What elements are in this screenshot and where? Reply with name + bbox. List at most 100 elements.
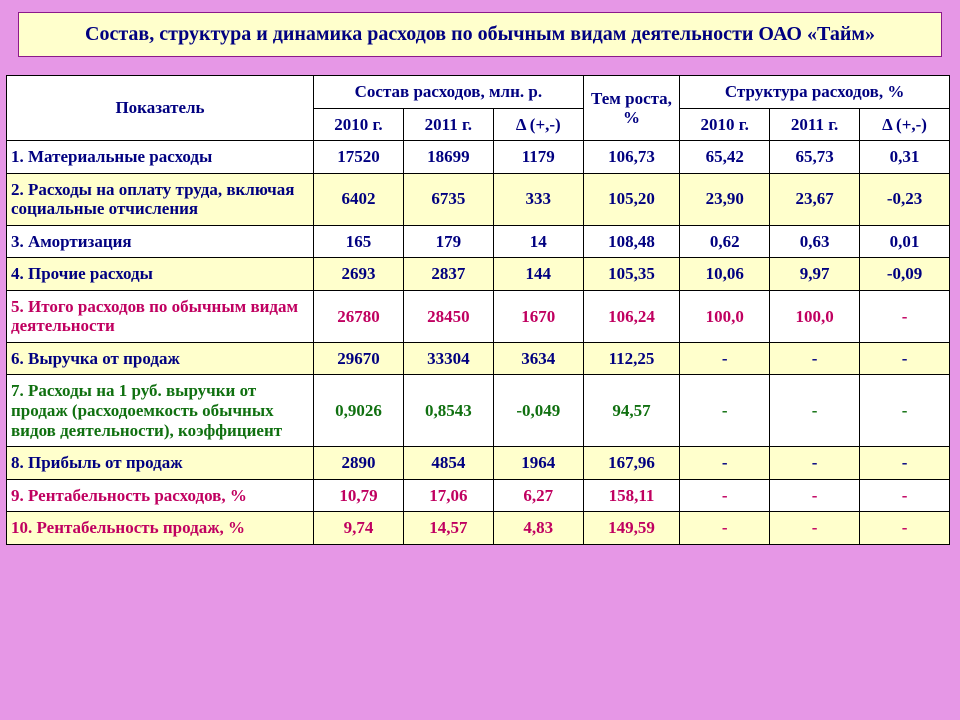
cell-comp-2011: 14,57 [403, 512, 493, 545]
col-struct-delta: Δ (+,-) [860, 108, 950, 141]
row-label: 7. Расходы на 1 руб. выручки от продаж (… [7, 375, 314, 447]
col-comp-2011: 2011 г. [403, 108, 493, 141]
table-body: 1. Материальные расходы17520186991179106… [7, 141, 950, 545]
cell-struct-2010: - [680, 375, 770, 447]
colgroup-composition: Состав расходов, млн. р. [314, 76, 584, 109]
cell-comp-2011: 0,8543 [403, 375, 493, 447]
cell-struct-2011: - [770, 479, 860, 512]
table-row: 2. Расходы на оплату труда, включая соци… [7, 173, 950, 225]
cell-struct-2010: - [680, 342, 770, 375]
cell-comp-delta: 333 [493, 173, 583, 225]
cell-growth: 106,73 [583, 141, 679, 174]
col-struct-2010: 2010 г. [680, 108, 770, 141]
cell-growth: 105,35 [583, 258, 679, 291]
cell-struct-2011: 9,97 [770, 258, 860, 291]
cell-growth: 105,20 [583, 173, 679, 225]
table-row: 8. Прибыль от продаж289048541964167,96 --… [7, 447, 950, 480]
cell-comp-2010: 165 [314, 225, 404, 258]
row-label: 6. Выручка от продаж [7, 342, 314, 375]
cell-growth: 112,25 [583, 342, 679, 375]
col-comp-delta: Δ (+,-) [493, 108, 583, 141]
cell-struct-2011: - [770, 447, 860, 480]
cell-struct-2011: 65,73 [770, 141, 860, 174]
cell-comp-2010: 6402 [314, 173, 404, 225]
cell-growth: 108,48 [583, 225, 679, 258]
cell-comp-2010: 0,9026 [314, 375, 404, 447]
table-row: 3. Амортизация16517914108,480,620,630,01 [7, 225, 950, 258]
row-label: 10. Рентабельность продаж, % [7, 512, 314, 545]
cell-struct-2010: 65,42 [680, 141, 770, 174]
col-comp-2010: 2010 г. [314, 108, 404, 141]
cell-struct-2010: 100,0 [680, 290, 770, 342]
cell-struct-2010: - [680, 512, 770, 545]
cell-comp-delta: 3634 [493, 342, 583, 375]
cell-comp-delta: 1964 [493, 447, 583, 480]
slide: Состав, структура и динамика расходов по… [0, 0, 960, 720]
cell-struct-2011: - [770, 512, 860, 545]
cell-struct-2010: 10,06 [680, 258, 770, 291]
table-row: 4. Прочие расходы26932837144105,3510,069… [7, 258, 950, 291]
cell-comp-delta: 144 [493, 258, 583, 291]
cell-comp-2010: 17520 [314, 141, 404, 174]
cell-struct-2011: - [770, 375, 860, 447]
cell-struct-2011: - [770, 342, 860, 375]
cell-comp-2011: 18699 [403, 141, 493, 174]
cell-comp-2010: 10,79 [314, 479, 404, 512]
cell-comp-2011: 33304 [403, 342, 493, 375]
row-label: 2. Расходы на оплату труда, включая соци… [7, 173, 314, 225]
cell-growth: 94,57 [583, 375, 679, 447]
cell-comp-delta: -0,049 [493, 375, 583, 447]
cell-comp-delta: 4,83 [493, 512, 583, 545]
cell-struct-delta: - [860, 342, 950, 375]
cell-comp-2011: 2837 [403, 258, 493, 291]
expenses-table: Показатель Состав расходов, млн. р. Тем … [6, 75, 950, 545]
table-header: Показатель Состав расходов, млн. р. Тем … [7, 76, 950, 141]
cell-struct-delta: 0,01 [860, 225, 950, 258]
table-row: 9. Рентабельность расходов, %10,7917,066… [7, 479, 950, 512]
cell-struct-delta: -0,23 [860, 173, 950, 225]
col-growth: Тем роста, % [583, 76, 679, 141]
table-row: 5. Итого расходов по обычным видам деяте… [7, 290, 950, 342]
cell-struct-delta: - [860, 479, 950, 512]
cell-comp-2011: 17,06 [403, 479, 493, 512]
cell-comp-2010: 9,74 [314, 512, 404, 545]
cell-comp-delta: 1179 [493, 141, 583, 174]
cell-comp-delta: 1670 [493, 290, 583, 342]
cell-growth: 167,96 [583, 447, 679, 480]
cell-growth: 106,24 [583, 290, 679, 342]
cell-comp-2011: 179 [403, 225, 493, 258]
cell-struct-delta: - [860, 447, 950, 480]
cell-struct-delta: -0,09 [860, 258, 950, 291]
cell-struct-delta: - [860, 512, 950, 545]
row-label: 8. Прибыль от продаж [7, 447, 314, 480]
row-label: 5. Итого расходов по обычным видам деяте… [7, 290, 314, 342]
cell-struct-delta: 0,31 [860, 141, 950, 174]
cell-struct-2010: 0,62 [680, 225, 770, 258]
row-label: 9. Рентабельность расходов, % [7, 479, 314, 512]
cell-growth: 149,59 [583, 512, 679, 545]
cell-comp-2011: 28450 [403, 290, 493, 342]
cell-comp-2010: 26780 [314, 290, 404, 342]
row-label: 1. Материальные расходы [7, 141, 314, 174]
col-indicator: Показатель [7, 76, 314, 141]
cell-struct-delta: - [860, 290, 950, 342]
slide-title: Состав, структура и динамика расходов по… [18, 12, 942, 57]
cell-struct-2011: 0,63 [770, 225, 860, 258]
cell-struct-2011: 100,0 [770, 290, 860, 342]
cell-comp-2010: 2890 [314, 447, 404, 480]
cell-struct-2010: 23,90 [680, 173, 770, 225]
cell-comp-2010: 29670 [314, 342, 404, 375]
table-row: 7. Расходы на 1 руб. выручки от продаж (… [7, 375, 950, 447]
cell-comp-delta: 14 [493, 225, 583, 258]
cell-growth: 158,11 [583, 479, 679, 512]
cell-comp-2011: 6735 [403, 173, 493, 225]
colgroup-structure: Структура расходов, % [680, 76, 950, 109]
cell-struct-2011: 23,67 [770, 173, 860, 225]
table-row: 6. Выручка от продаж29670333043634112,25… [7, 342, 950, 375]
cell-struct-delta: - [860, 375, 950, 447]
col-struct-2011: 2011 г. [770, 108, 860, 141]
cell-comp-2011: 4854 [403, 447, 493, 480]
cell-struct-2010: - [680, 479, 770, 512]
table-row: 1. Материальные расходы17520186991179106… [7, 141, 950, 174]
row-label: 4. Прочие расходы [7, 258, 314, 291]
